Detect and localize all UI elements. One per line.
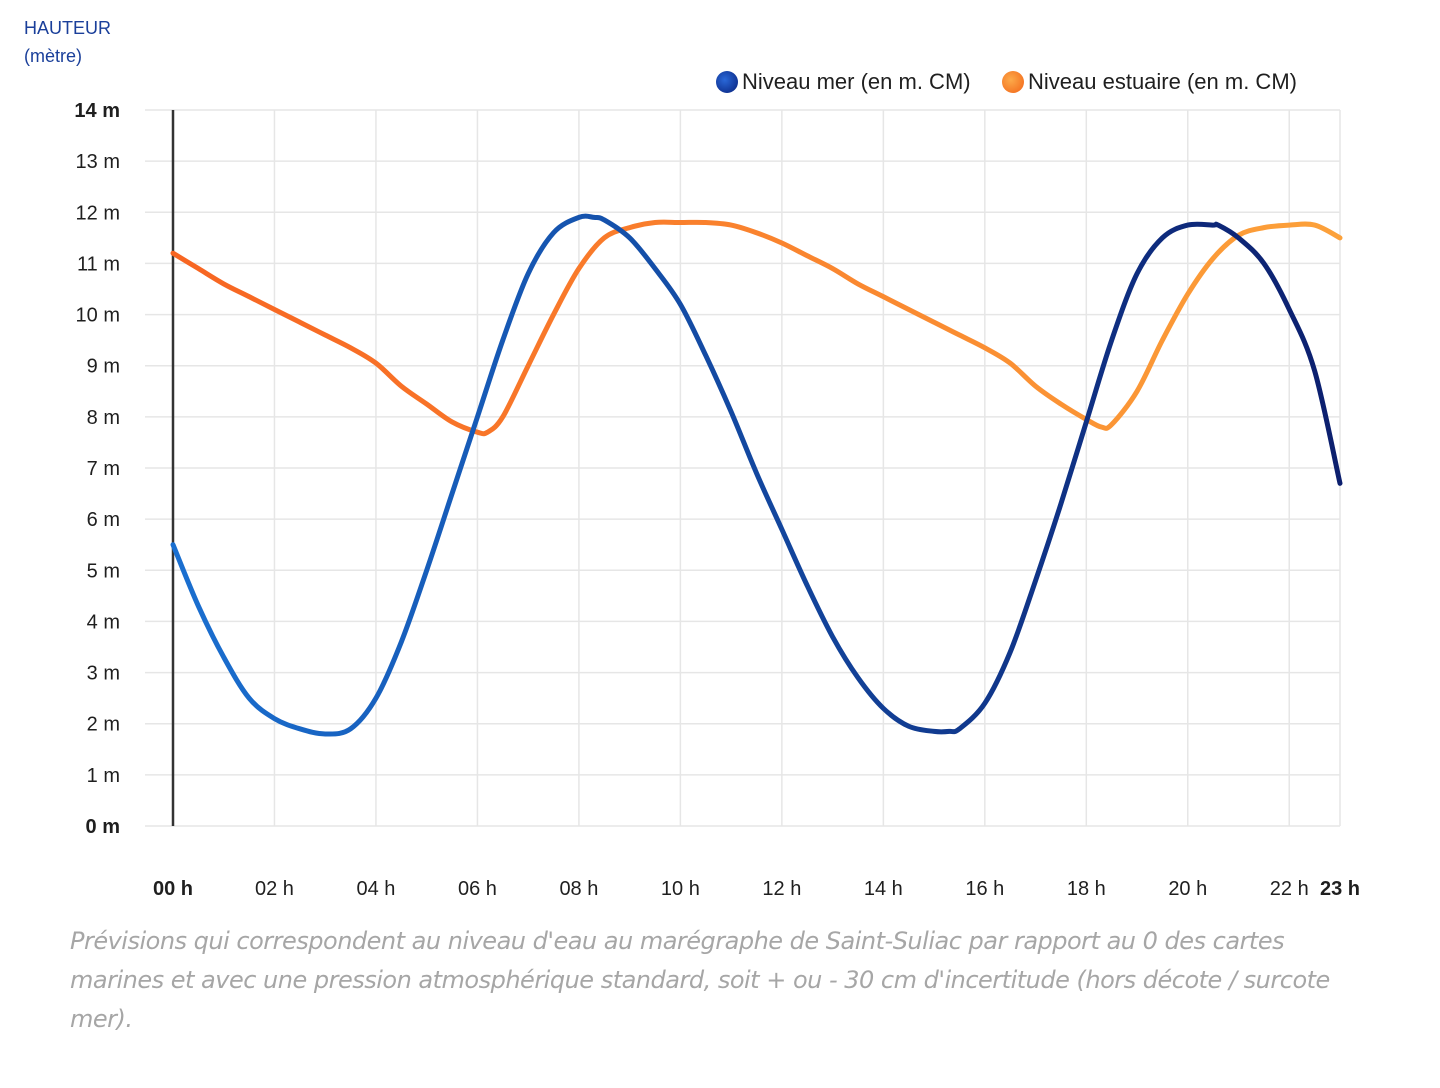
x-tick-label: 18 h xyxy=(1067,878,1106,900)
x-tick-label: 06 h xyxy=(458,878,497,900)
series-line-sea xyxy=(170,213,1343,737)
x-tick-label: 22 h xyxy=(1270,878,1309,900)
chart-series xyxy=(170,213,1343,737)
chart-legend[interactable]: Niveau mer (en m. CM) Niveau estuaire (e… xyxy=(716,69,1297,94)
legend-label-sea: Niveau mer (en m. CM) xyxy=(742,69,971,94)
y-axis-title: HAUTEUR (mètre) xyxy=(24,14,111,70)
y-axis-ticks: 0 m 1 m 2 m 3 m 4 m 5 m 6 m 7 m 8 m 9 m 10 m 11 m 12… xyxy=(74,100,120,838)
y-tick-label: 8 m xyxy=(87,407,120,429)
tide-chart: 0 m 1 m 2 m 3 m 4 m 5 m 6 m 7 m 8 m 9 m 10 m 11 m 12… xyxy=(74,69,1360,900)
legend-item-estuary[interactable]: Niveau estuaire (en m. CM) xyxy=(1002,69,1297,94)
y-tick-label: 7 m xyxy=(87,458,120,480)
legend-marker-estuary xyxy=(1002,71,1024,93)
y-axis-title-line1: HAUTEUR xyxy=(24,18,112,38)
x-tick-label: 00 h xyxy=(153,878,193,900)
x-tick-label: 20 h xyxy=(1168,878,1207,900)
y-tick-label: 11 m xyxy=(77,253,120,275)
x-axis-ticks: 00 h 02 h 04 h 06 h 08 h 10 h 12 h 14 h 16 h 18 h… xyxy=(153,878,1360,900)
series-line-estuary xyxy=(170,219,1343,437)
y-tick-label: 0 m xyxy=(86,816,120,838)
y-tick-label: 10 m xyxy=(76,305,120,327)
chart-grid xyxy=(145,109,1341,827)
y-tick-label: 6 m xyxy=(87,509,120,531)
x-tick-label: 10 h xyxy=(661,878,700,900)
legend-marker-sea xyxy=(716,71,738,93)
x-tick-label: 16 h xyxy=(965,878,1004,900)
y-tick-label: 4 m xyxy=(87,611,120,633)
x-tick-label: 12 h xyxy=(762,878,801,900)
y-tick-label: 13 m xyxy=(76,151,120,173)
x-tick-label: 14 h xyxy=(864,878,903,900)
y-tick-label: 9 m xyxy=(87,356,120,378)
legend-item-sea[interactable]: Niveau mer (en m. CM) xyxy=(716,69,971,94)
chart-caption: Prévisions qui correspondent au niveau d… xyxy=(70,927,1330,1033)
y-tick-label: 1 m xyxy=(87,765,120,787)
y-tick-label: 5 m xyxy=(87,560,120,582)
y-tick-label: 12 m xyxy=(76,202,120,224)
y-tick-label: 2 m xyxy=(87,714,120,736)
legend-label-estuary: Niveau estuaire (en m. CM) xyxy=(1028,69,1297,94)
y-tick-label: 14 m xyxy=(74,100,120,122)
x-tick-label: 04 h xyxy=(356,878,395,900)
x-tick-label: 02 h xyxy=(255,878,294,900)
y-axis-title-line2: (mètre) xyxy=(24,46,82,66)
y-tick-label: 3 m xyxy=(87,663,120,685)
x-tick-label: 08 h xyxy=(559,878,598,900)
x-tick-label: 23 h xyxy=(1320,878,1360,900)
